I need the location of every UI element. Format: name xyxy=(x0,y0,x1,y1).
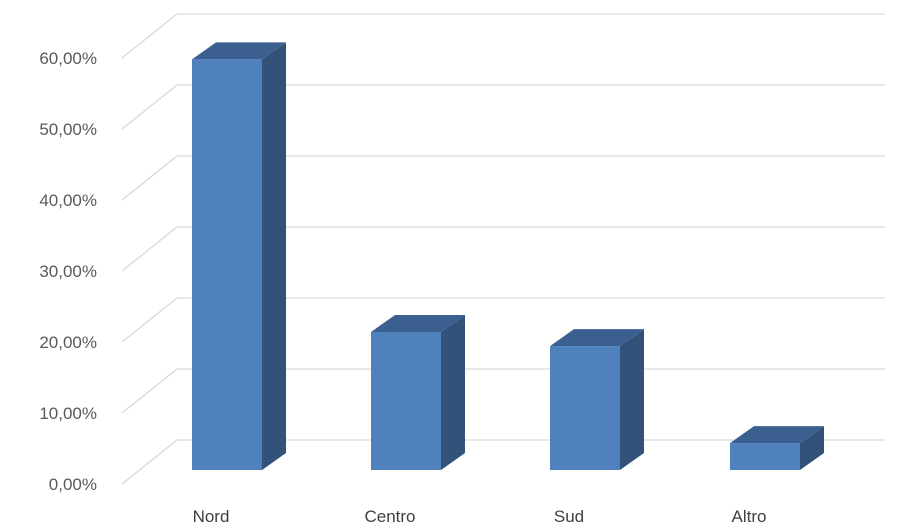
bar-side-face xyxy=(800,426,824,470)
bar-sud xyxy=(550,329,644,470)
gridline xyxy=(121,84,885,130)
bar-side-face xyxy=(262,42,286,471)
x-category-label: Centro xyxy=(364,507,415,526)
y-tick-label: 50,00% xyxy=(39,120,97,139)
bar-front-face xyxy=(192,59,262,471)
x-category-label: Sud xyxy=(554,507,584,526)
bar-front-face xyxy=(371,331,441,470)
gridline xyxy=(121,297,885,343)
bar-centro xyxy=(371,314,465,470)
bar-top-face xyxy=(192,42,286,60)
x-category-label: Altro xyxy=(732,507,767,526)
gridline xyxy=(121,155,885,201)
bars xyxy=(192,42,824,471)
gridline xyxy=(121,439,885,485)
y-tick-label: 0,00% xyxy=(49,475,97,494)
bar-top-face xyxy=(550,329,644,347)
bar-side-face xyxy=(441,314,465,470)
gridline xyxy=(121,226,885,272)
bar-top-face xyxy=(730,426,824,444)
bar-front-face xyxy=(550,346,620,470)
y-tick-label: 20,00% xyxy=(39,333,97,352)
bar-front-face xyxy=(730,443,800,470)
x-axis-categories: Nord Centro Sud Altro xyxy=(193,507,767,526)
grid-layer xyxy=(121,13,885,485)
bar-side-face xyxy=(620,329,644,470)
y-tick-label: 30,00% xyxy=(39,262,97,281)
gridline xyxy=(121,13,885,59)
y-tick-label: 60,00% xyxy=(39,49,97,68)
x-category-label: Nord xyxy=(193,507,230,526)
y-axis-ticks: 0,00% 10,00% 20,00% 30,00% 40,00% 50,00% 60,00… xyxy=(39,49,97,494)
bar-top-face xyxy=(371,314,465,332)
y-tick-label: 40,00% xyxy=(39,191,97,210)
bar-nord xyxy=(192,42,286,471)
bar-altro xyxy=(730,426,824,470)
y-tick-label: 10,00% xyxy=(39,404,97,423)
gridline xyxy=(121,368,885,414)
